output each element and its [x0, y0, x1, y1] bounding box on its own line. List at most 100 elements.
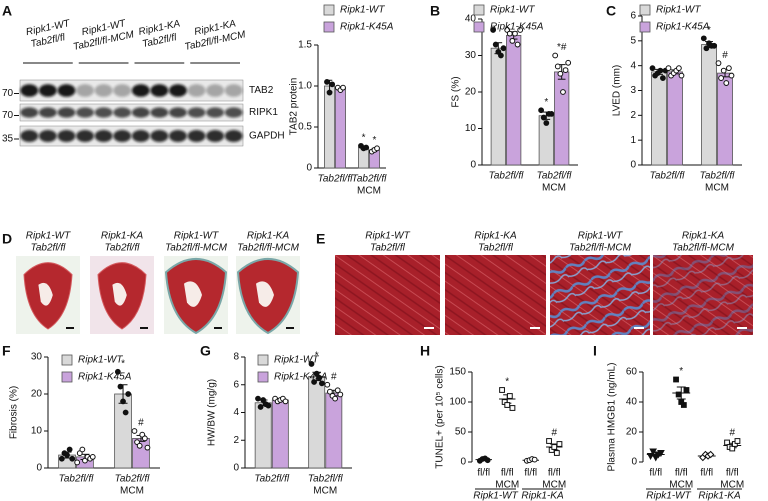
blot-band	[20, 107, 39, 118]
image-label: Tab2fl/fl	[478, 243, 513, 254]
legend-label: Ripk1-K45A	[78, 372, 132, 383]
x-tick-label: MCM	[357, 186, 381, 197]
data-point	[89, 454, 96, 460]
panel-label: F	[2, 343, 11, 359]
panel-label: D	[2, 231, 12, 247]
bar	[490, 47, 506, 166]
significance: *	[505, 377, 509, 388]
significance: *	[315, 351, 319, 362]
blot-band	[38, 130, 57, 142]
blot-band	[187, 107, 206, 118]
data-point	[548, 111, 555, 117]
y-tick-label: 30	[465, 50, 477, 61]
x-tick-label: MCM	[720, 480, 744, 491]
blot-band	[131, 107, 150, 118]
blot-band	[113, 107, 132, 118]
data-point	[69, 455, 76, 462]
legend-label: Ripk1-WT	[656, 5, 701, 16]
data-point	[125, 391, 132, 397]
data-point	[706, 450, 715, 459]
x-tick-label: Tab2fl/fl	[59, 474, 94, 485]
data-point	[509, 405, 516, 411]
data-point	[660, 75, 666, 81]
image-label: Ripk1-WT	[174, 231, 219, 242]
panel-label: B	[430, 3, 440, 19]
x-tick-label: Tab2fl/fl	[650, 171, 685, 182]
blot-band	[38, 84, 57, 97]
legend-label: Ripk1-WT	[78, 355, 123, 366]
data-point	[680, 402, 687, 408]
blot-band	[76, 130, 94, 142]
legend-swatch	[639, 4, 651, 16]
y-tick-label: 8	[233, 352, 239, 363]
blot-band	[169, 130, 187, 142]
legend-swatch	[257, 354, 269, 366]
x-tick-label: Tab2fl/fl	[700, 171, 735, 182]
x-tick-label: fl/fl	[700, 468, 713, 479]
data-point	[546, 438, 552, 444]
data-point	[141, 435, 148, 442]
blot-band	[187, 84, 206, 97]
y-axis-label: Fibrosis (%)	[9, 386, 20, 439]
blot-band	[38, 107, 57, 118]
data-point	[675, 391, 682, 398]
image-label: Ripk1-KA	[474, 231, 517, 242]
data-point	[326, 89, 333, 96]
y-tick-label: 60	[626, 367, 638, 378]
x-tick-label: MCM	[542, 480, 566, 491]
legend-swatch	[323, 21, 335, 33]
x-tick-label: MCM	[705, 183, 729, 194]
y-axis-label: LVED (mm)	[612, 65, 623, 116]
histology-image	[335, 255, 440, 335]
mw-marker: 70	[2, 110, 14, 121]
data-point	[136, 442, 143, 449]
blot-band	[57, 84, 76, 97]
data-point	[657, 67, 664, 74]
x-tick-label: fl/fl	[649, 468, 662, 479]
x-tick-label: Tab2fl/fl	[537, 171, 572, 182]
y-axis-label: TUNEL+ (per 10⁵ cells)	[435, 365, 446, 468]
data-point	[512, 30, 518, 37]
y-tick-label: 0	[36, 463, 42, 474]
y-tick-label: 1.5	[298, 40, 312, 51]
data-point	[728, 72, 735, 79]
data-point	[556, 441, 563, 447]
y-tick-label: 2	[630, 110, 636, 121]
image-label: Ripk1-KA	[101, 231, 144, 242]
data-point	[646, 453, 655, 461]
legend-swatch	[639, 21, 651, 33]
x-tick-label: Tab2fl/fl	[115, 474, 150, 485]
legend-swatch	[323, 4, 335, 16]
legend-label: Ripk1-WT	[274, 355, 319, 366]
data-point	[531, 456, 538, 463]
data-point	[517, 27, 524, 33]
blot-band	[187, 130, 206, 142]
image-label: Tab2fl/fl	[31, 243, 66, 254]
y-tick-label: 100	[449, 397, 466, 408]
legend-label: Ripk1-WT	[490, 5, 535, 16]
data-point	[74, 459, 81, 466]
y-tick-label: 50	[455, 427, 467, 438]
x-tick-label: fl/fl	[548, 468, 561, 479]
data-point	[540, 114, 547, 121]
y-tick-label: 0	[470, 160, 476, 171]
data-point	[700, 35, 707, 42]
data-point	[265, 402, 272, 409]
x-tick-label: Tab2fl/fl	[352, 174, 387, 185]
y-axis-label: FS (%)	[451, 76, 462, 107]
bar	[334, 88, 346, 169]
data-point	[565, 59, 572, 66]
image-label: Ripk1-KA	[247, 231, 290, 242]
blot-band	[150, 130, 169, 142]
bar	[651, 71, 667, 166]
data-point	[665, 65, 672, 72]
y-tick-label: 10	[31, 426, 43, 437]
blot-band	[113, 130, 132, 142]
significance: *#	[557, 42, 567, 53]
y-tick-label: 4	[630, 60, 636, 71]
legend-swatch	[61, 354, 73, 366]
bar	[114, 393, 132, 469]
data-point	[560, 89, 566, 95]
data-point	[673, 376, 679, 383]
data-point	[324, 79, 330, 85]
